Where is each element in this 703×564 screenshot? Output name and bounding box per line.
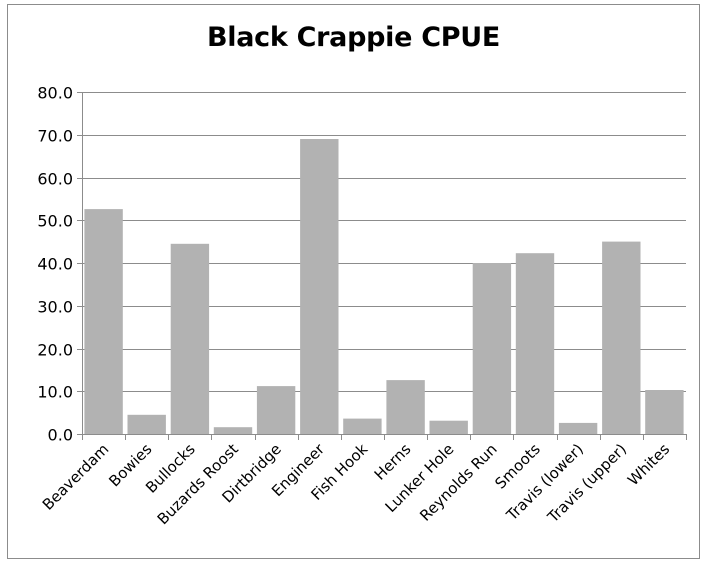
y-tick-labels: 0.0 10.0 20.0 30.0 40.0 50.0 60.0 70.0 80.0	[37, 84, 73, 445]
y-tick-label: 0.0	[48, 426, 73, 445]
x-category-label: Whites	[624, 440, 673, 489]
y-tick-label: 10.0	[37, 383, 73, 402]
x-category-label: Reynolds Run	[416, 440, 501, 525]
bar	[300, 139, 339, 434]
bar	[515, 253, 555, 434]
bar	[213, 427, 253, 434]
bar	[170, 243, 210, 434]
bar	[558, 422, 598, 434]
y-tick-label: 40.0	[37, 255, 73, 274]
y-tick-label: 20.0	[37, 341, 73, 360]
y-tick-label: 50.0	[37, 212, 73, 231]
chart-title: Black Crappie CPUE	[207, 22, 500, 53]
x-category-label: Beaverdam	[39, 440, 113, 514]
bar	[84, 209, 123, 434]
bar	[472, 263, 512, 434]
x-category-label: Travis (upper)	[543, 440, 630, 527]
bar	[645, 390, 684, 434]
bar	[602, 241, 641, 434]
bar	[127, 414, 166, 434]
bar	[343, 418, 382, 434]
bar	[429, 420, 468, 434]
y-tick-label: 80.0	[37, 84, 73, 103]
y-tick-label: 30.0	[37, 298, 73, 317]
bars	[84, 139, 684, 434]
bar	[256, 386, 296, 434]
y-tick-label: 70.0	[37, 127, 73, 146]
bar	[386, 380, 425, 434]
axes	[77, 92, 687, 440]
y-tick-label: 60.0	[37, 170, 73, 189]
